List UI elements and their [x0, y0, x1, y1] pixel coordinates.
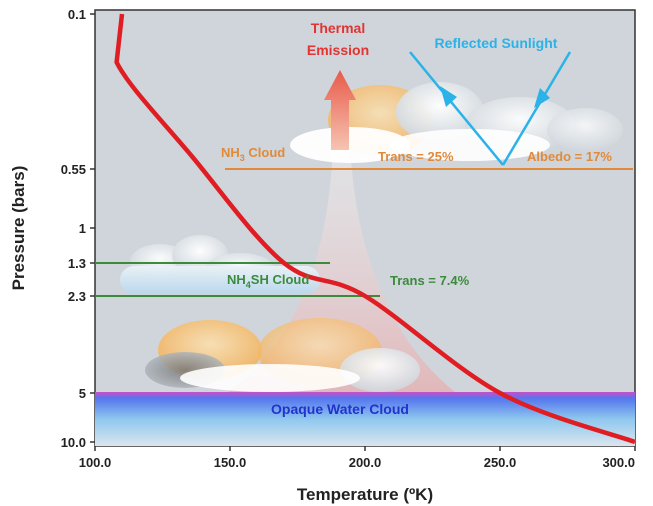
- y-tick-label: 1.3: [68, 256, 86, 271]
- reflected-sunlight-label: Reflected Sunlight: [435, 35, 558, 51]
- nh3-clouds: [290, 82, 623, 163]
- x-tick-label: 200.0: [349, 455, 382, 470]
- trans-25-label: Trans = 25%: [378, 149, 454, 164]
- x-tick-label: 150.0: [214, 455, 247, 470]
- trans-74-label: Trans = 7.4%: [390, 273, 470, 288]
- water-cloud-band: [95, 392, 635, 446]
- nh4sh-clouds: [120, 235, 320, 294]
- y-axis-label: Pressure (bars): [9, 166, 28, 291]
- sunlight-arrowhead-down: [534, 88, 550, 108]
- x-tick-label: 100.0: [79, 455, 112, 470]
- y-tick-label: 0.1: [68, 7, 86, 22]
- thermal-emission-arrow: [324, 70, 356, 150]
- sunlight-arrowhead-up: [440, 86, 457, 107]
- x-tick-label: 250.0: [484, 455, 517, 470]
- y-tick-label: 10.0: [61, 435, 86, 450]
- y-tick-label: 5: [79, 386, 86, 401]
- reflected-sunlight-arrows: [409, 51, 572, 166]
- y-tick-label: 2.3: [68, 289, 86, 304]
- x-axis-ticks: 100.0 150.0 200.0 250.0 300.0: [79, 446, 636, 470]
- nh3-cloud-label: NH3 Cloud: [221, 145, 285, 163]
- nh4sh-cloud-label: NH4SH Cloud: [227, 272, 309, 290]
- x-tick-label: 300.0: [602, 455, 635, 470]
- thermal-plume: [228, 140, 455, 392]
- y-tick-label: 0.55: [61, 162, 86, 177]
- deep-clouds: [145, 318, 420, 392]
- y-tick-label: 1: [79, 221, 86, 236]
- thermal-label-line1: Thermal: [311, 20, 365, 36]
- thermal-label-line2: Emission: [307, 42, 369, 58]
- x-axis-label: Temperature (ºK): [297, 485, 433, 504]
- temperature-profile-line: [114, 13, 636, 445]
- albedo-label: Albedo = 17%: [527, 149, 612, 164]
- y-axis-ticks: 0.1 0.55 1 1.3 2.3 5 10.0: [61, 7, 95, 450]
- water-cloud-label: Opaque Water Cloud: [271, 401, 409, 417]
